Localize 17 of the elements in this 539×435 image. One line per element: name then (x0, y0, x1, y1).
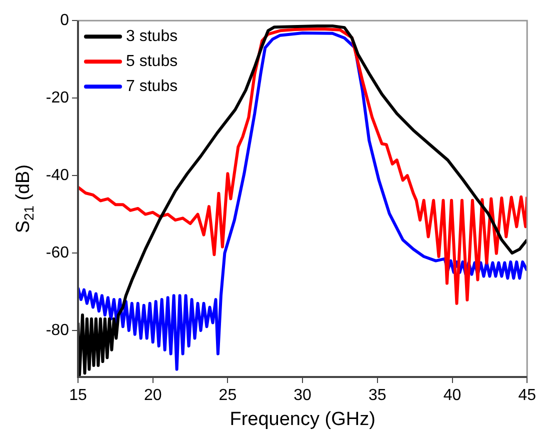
y-tick-label: -20 (46, 89, 70, 106)
x-tick-label: 25 (218, 387, 237, 404)
x-tick-label: 20 (144, 387, 162, 404)
legend-label: 3 stubs (126, 28, 178, 46)
x-tick-label: 45 (518, 387, 536, 404)
legend-label: 5 stubs (126, 53, 178, 70)
y-axis-title: S21 (dB) (13, 164, 36, 234)
y-tick-label: -80 (46, 322, 70, 339)
legend-label: 7 stubs (126, 78, 178, 96)
y-tick-label: -40 (46, 166, 70, 184)
x-tick-label: 30 (294, 387, 312, 404)
x-tick-label: 35 (368, 387, 386, 404)
x-tick-label: 15 (69, 387, 87, 404)
y-tick-label: 0 (60, 12, 70, 30)
x-axis-title: Frequency (GHz) (230, 408, 376, 430)
x-tick-label: 40 (443, 387, 462, 404)
y-tick-label: -60 (46, 244, 70, 262)
